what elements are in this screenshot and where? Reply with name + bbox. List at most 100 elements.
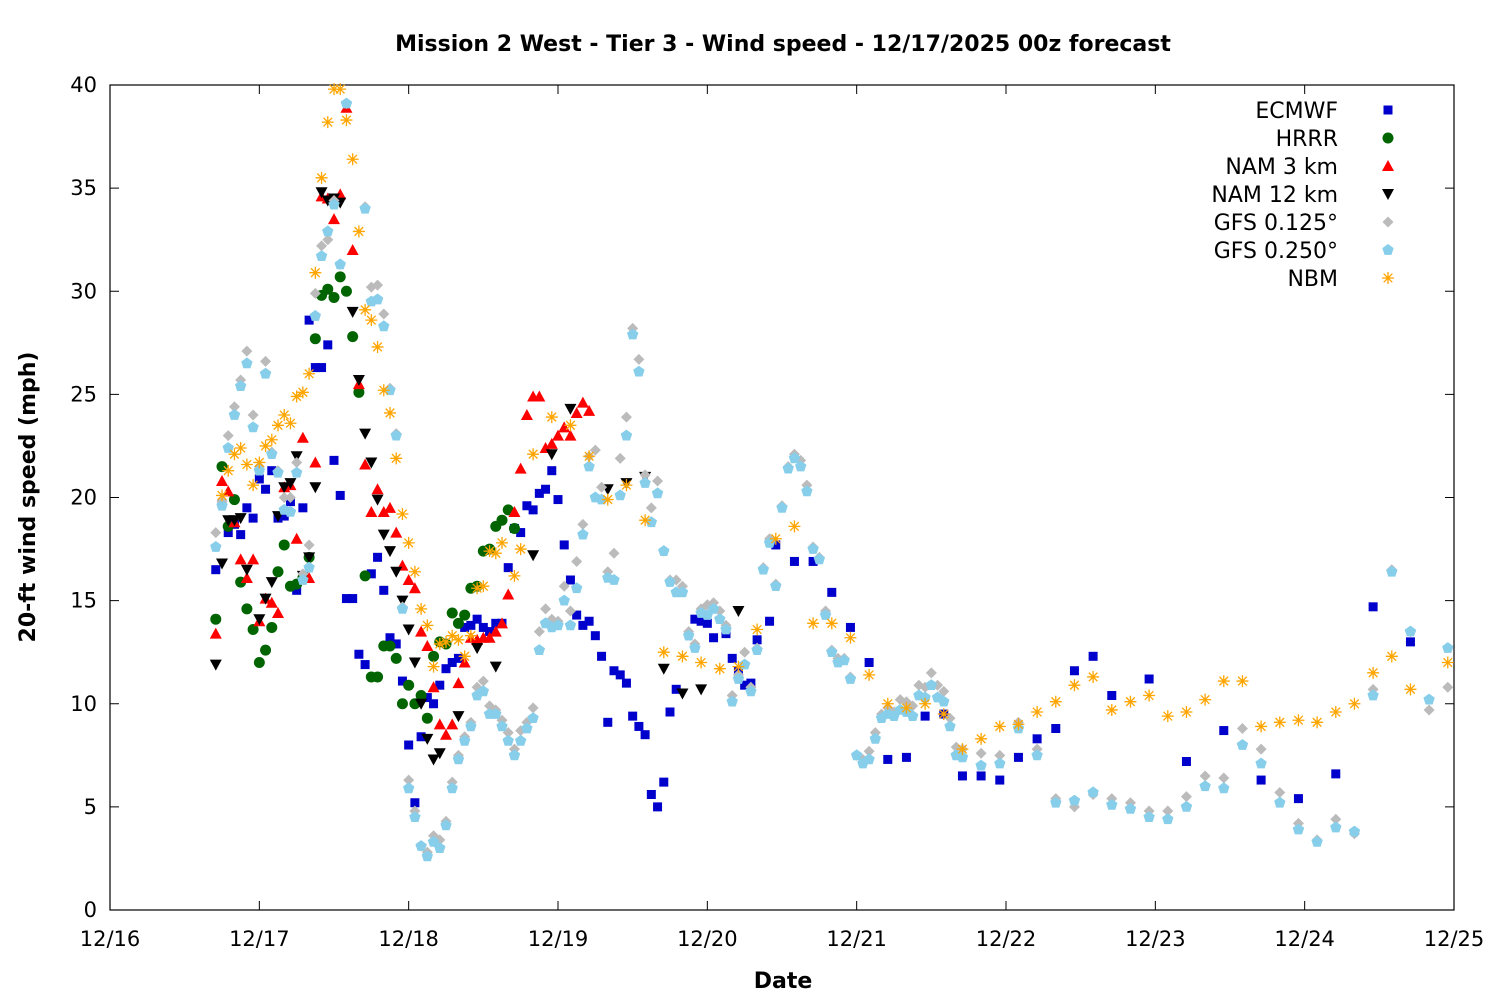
- data-point-gfs-0-250: [1050, 796, 1062, 808]
- data-point-gfs-0-250: [508, 749, 521, 761]
- data-point-nbm: [713, 662, 726, 675]
- data-point-gfs-0-250: [1367, 689, 1379, 701]
- data-point-nbm: [222, 464, 235, 477]
- data-point-gfs-0-250: [975, 759, 987, 771]
- data-point-ecmwf: [522, 501, 532, 511]
- data-point-nbm: [321, 116, 334, 129]
- data-point-gfs-0-250: [396, 602, 409, 614]
- data-point-gfs-0-250: [247, 421, 259, 433]
- data-point-nam-3-km: [234, 553, 247, 565]
- data-point-nbm: [1143, 689, 1156, 702]
- data-point-gfs-0-125: [577, 518, 589, 530]
- data-point-hrrr: [384, 640, 396, 652]
- data-point-nam-3-km: [346, 244, 359, 255]
- data-point-ecmwf: [385, 633, 395, 643]
- data-point-gfs-0-250: [826, 646, 838, 657]
- legend-label-ecmwf: ECMWF: [1255, 99, 1338, 124]
- data-point-nam-12-km: [408, 657, 421, 669]
- data-point-gfs-0-250: [1255, 757, 1267, 769]
- data-point-hrrr: [272, 566, 284, 578]
- data-point-gfs-0-125: [291, 456, 303, 468]
- data-point-ecmwf: [565, 575, 575, 585]
- data-point-nbm: [583, 450, 596, 463]
- legend-marker-gfs-0-250: [1382, 244, 1394, 255]
- data-point-gfs-0-125: [1442, 681, 1454, 693]
- data-point-ecmwf: [709, 633, 719, 643]
- data-point-ecmwf: [578, 620, 588, 630]
- x-tick-label: 12/25: [1424, 927, 1485, 951]
- data-point-nam-3-km: [514, 462, 527, 474]
- data-point-ecmwf: [845, 622, 855, 632]
- data-point-hrrr: [359, 570, 371, 582]
- y-tick-label: 20: [70, 486, 97, 510]
- data-point-gfs-0-125: [1255, 743, 1267, 755]
- data-point-ecmwf: [740, 680, 750, 690]
- data-point-nbm: [1161, 710, 1174, 723]
- data-point-nbm: [564, 419, 577, 432]
- data-point-gfs-0-250: [1274, 796, 1286, 808]
- data-point-ecmwf: [808, 556, 818, 566]
- data-point-ecmwf: [236, 530, 246, 540]
- data-point-hrrr: [247, 624, 259, 635]
- data-point-gfs-0-250: [409, 811, 421, 822]
- data-point-gfs-0-125: [1162, 805, 1174, 817]
- data-point-ecmwf: [528, 505, 538, 515]
- data-point-gfs-0-250: [427, 835, 440, 847]
- data-point-ecmwf: [572, 610, 582, 620]
- data-point-nbm: [863, 668, 876, 681]
- data-point-gfs-0-250: [1106, 798, 1118, 810]
- data-point-nam-12-km: [352, 374, 365, 386]
- data-point-ecmwf: [1405, 637, 1415, 647]
- data-point-gfs-0-125: [540, 603, 552, 615]
- data-point-ecmwf: [373, 552, 383, 562]
- data-point-ecmwf: [665, 707, 675, 717]
- data-point-gfs-0-125: [571, 555, 583, 567]
- data-point-nbm: [290, 390, 303, 403]
- data-point-gfs-0-250: [925, 679, 937, 690]
- data-point-nbm: [508, 569, 521, 582]
- data-point-ecmwf: [702, 618, 712, 628]
- data-point-nbm: [371, 340, 384, 353]
- data-point-gfs-0-250: [1404, 625, 1417, 637]
- data-point-ecmwf: [1368, 602, 1378, 612]
- data-point-gfs-0-125: [739, 646, 751, 658]
- chart-title: Mission 2 West - Tier 3 - Wind speed - 1…: [395, 32, 1171, 57]
- data-point-gfs-0-250: [751, 644, 763, 655]
- data-point-gfs-0-250: [390, 429, 402, 441]
- legend-marker-gfs-0-125: [1382, 216, 1394, 228]
- data-point-nbm: [328, 83, 340, 96]
- data-point-nbm: [216, 489, 228, 502]
- data-point-gfs-0-250: [658, 545, 670, 556]
- data-point-ecmwf: [366, 569, 376, 579]
- data-point-nbm: [402, 536, 415, 549]
- data-point-nam-3-km: [365, 505, 378, 517]
- x-tick-label: 12/24: [1274, 927, 1335, 951]
- data-point-nam-3-km: [402, 574, 415, 585]
- data-point-nam-3-km: [222, 485, 235, 497]
- data-point-gfs-0-250: [745, 685, 757, 697]
- data-point-nbm: [489, 547, 502, 560]
- data-point-gfs-0-250: [521, 722, 533, 734]
- data-point-nbm: [272, 419, 284, 432]
- series-nbm: [216, 83, 1454, 756]
- data-point-nbm: [807, 617, 820, 630]
- data-point-gfs-0-250: [689, 642, 701, 653]
- data-point-gfs-0-125: [1330, 813, 1342, 825]
- data-point-nbm: [1367, 666, 1380, 679]
- data-point-ecmwf: [435, 680, 445, 690]
- data-point-hrrr: [421, 712, 433, 724]
- data-point-nam-3-km: [384, 501, 396, 513]
- data-point-nbm: [695, 656, 708, 669]
- data-point-hrrr: [228, 494, 240, 506]
- legend-label-gfs-0-125: GFS 0.125°: [1214, 211, 1338, 236]
- data-point-nam-3-km: [583, 404, 596, 416]
- data-point-gfs-0-250: [459, 734, 471, 746]
- data-point-nam-12-km: [527, 550, 540, 562]
- data-point-nam-12-km: [278, 482, 291, 494]
- data-point-nbm: [1049, 695, 1062, 708]
- data-point-ecmwf: [1013, 752, 1023, 762]
- data-point-nam-3-km: [440, 728, 452, 740]
- data-point-ecmwf: [416, 732, 426, 742]
- data-point-nbm: [365, 314, 378, 327]
- data-point-gfs-0-125: [477, 675, 489, 687]
